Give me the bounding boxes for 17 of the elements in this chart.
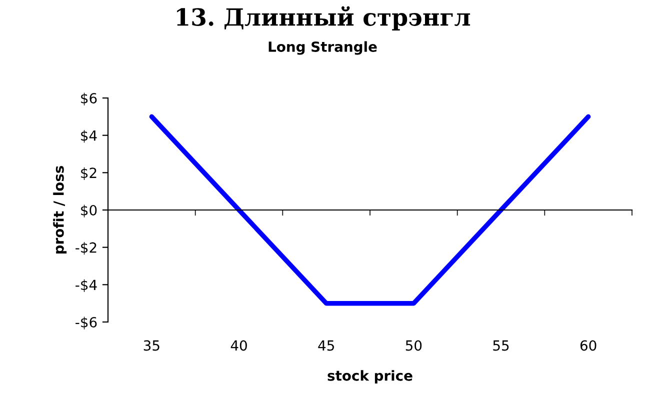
chart-title: 13. Длинный стрэнгл [177, 6, 470, 31]
chart-subtitle: Long Strangle [268, 41, 377, 55]
y-axis-title: profit / loss [53, 166, 67, 254]
y-tick-label: -$6 [76, 316, 97, 330]
y-tick-label: -$2 [76, 242, 96, 255]
x-tick-label: 40 [230, 340, 247, 351]
y-tick-label: $4 [81, 130, 97, 143]
x-tick-label: 60 [580, 340, 596, 351]
y-tick-label: $0 [81, 204, 97, 218]
x-tick-label: 35 [144, 340, 160, 351]
y-tick-label: $6 [81, 92, 97, 106]
y-tick-label: -$4 [76, 279, 97, 292]
x-axis-title: stock price [328, 370, 412, 384]
x-tick-label: 45 [318, 340, 334, 351]
x-tick-label: 50 [406, 340, 422, 351]
x-tick-label: 55 [493, 340, 509, 351]
y-tick-label: $2 [81, 167, 96, 180]
